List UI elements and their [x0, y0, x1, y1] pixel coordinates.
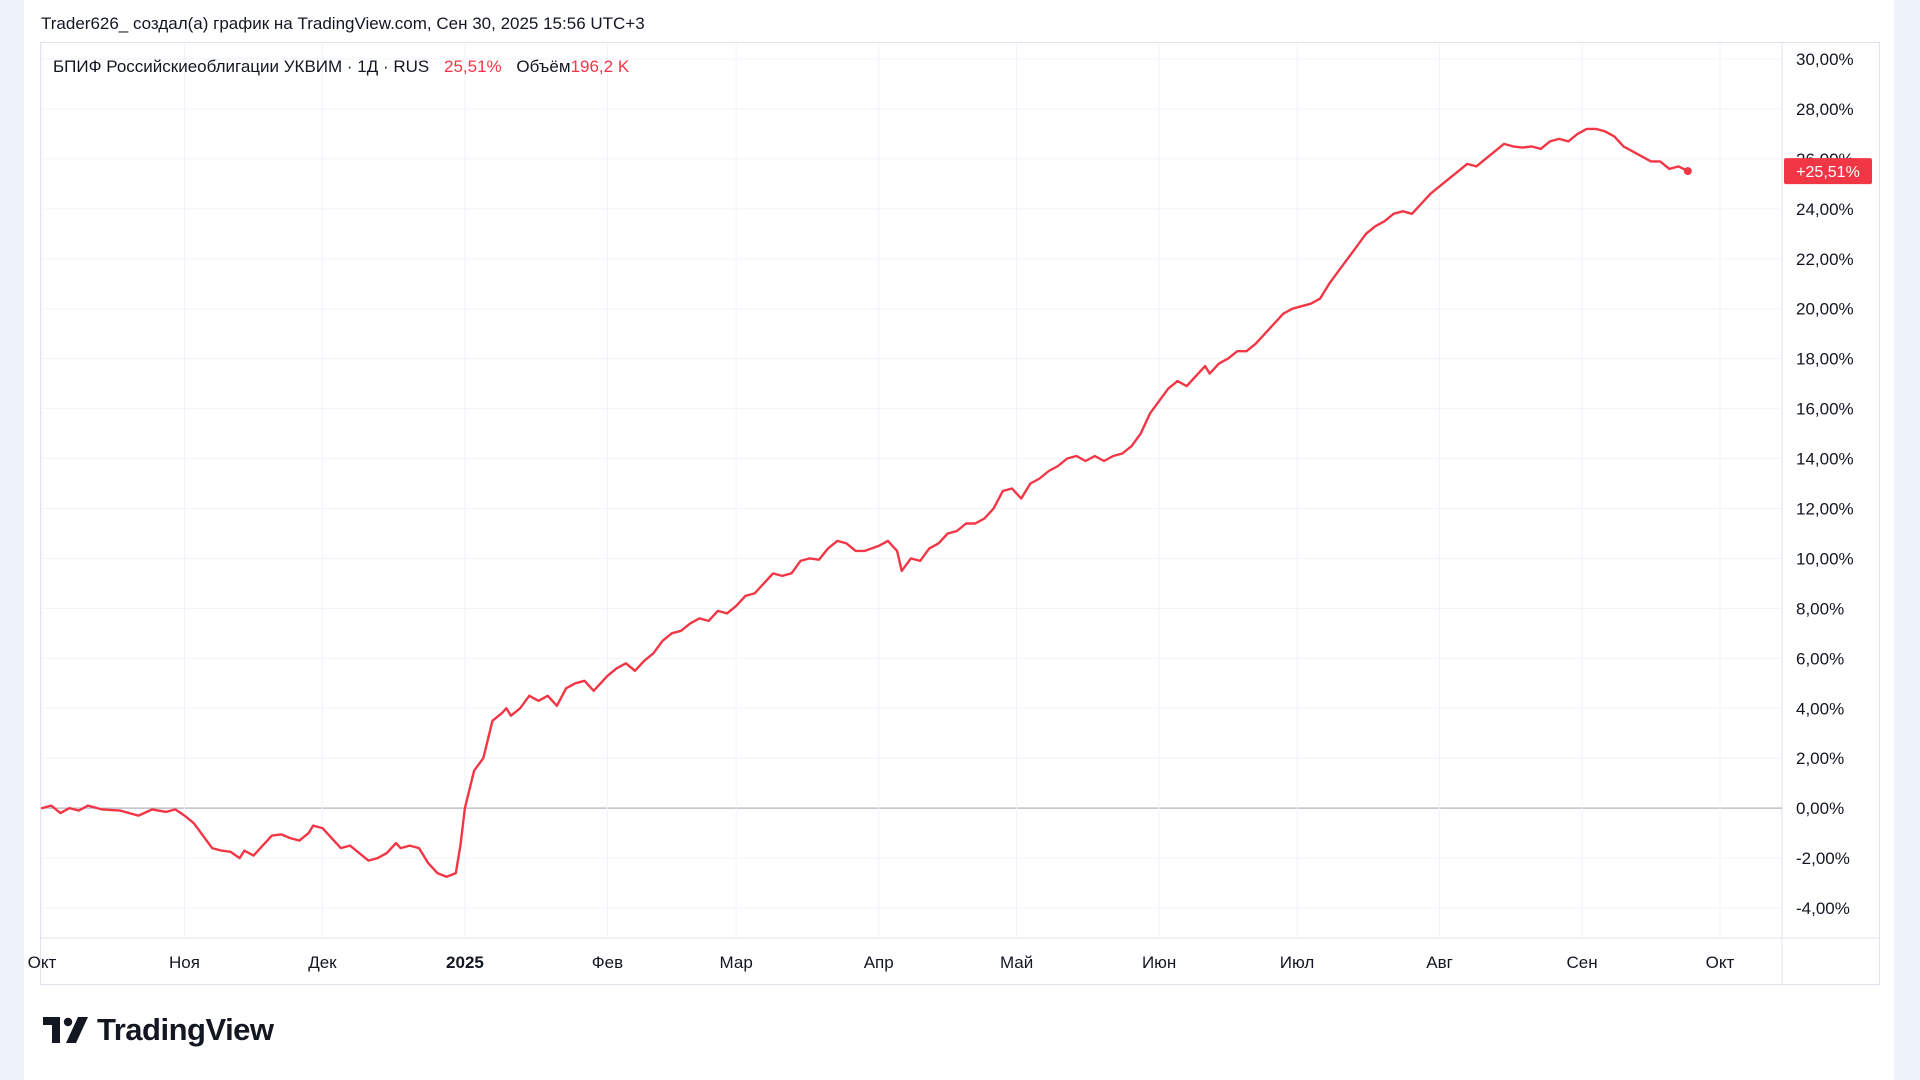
change-value: 25,51%: [443, 57, 502, 76]
series-line: [40, 127, 1689, 878]
x-tick-label: Окт: [28, 953, 57, 972]
tradingview-wordmark: TradingView: [97, 1012, 274, 1047]
y-tick-label: 24,00%: [1796, 200, 1854, 219]
x-tick-label: Апр: [864, 953, 894, 972]
x-tick-label: Окт: [1706, 953, 1735, 972]
last-point-marker: [1683, 167, 1692, 176]
attribution-text: Trader626_ создал(а) график на TradingVi…: [41, 14, 645, 33]
x-tick-label: Ноя: [169, 953, 200, 972]
y-tick-label: 18,00%: [1796, 350, 1854, 369]
y-tick-label: 20,00%: [1796, 300, 1854, 319]
y-tick-label: 10,00%: [1796, 549, 1854, 568]
grid: [40, 42, 1880, 984]
x-tick-label: Июл: [1280, 953, 1315, 972]
y-tick-label: -4,00%: [1796, 899, 1850, 918]
y-tick-label: 2,00%: [1796, 749, 1844, 768]
volume-label: Объём: [516, 57, 571, 76]
chart-panel[interactable]: [40, 42, 1880, 985]
x-tick-label: Май: [1000, 953, 1033, 972]
y-tick-label: 22,00%: [1796, 250, 1854, 269]
y-tick-label: 28,00%: [1796, 100, 1854, 119]
last-value-badge-label: +25,51%: [1796, 164, 1860, 181]
y-tick-label: -2,00%: [1796, 849, 1850, 868]
tradingview-logo-icon: [43, 1017, 88, 1043]
x-tick-label: 2025: [446, 953, 484, 972]
tradingview-logo[interactable]: TradingView: [43, 1012, 274, 1048]
x-tick-label: Июн: [1142, 953, 1176, 972]
time-scale[interactable]: Окт Ноя Дек 2025 Фев Мар Апр Май Июн Июл Авг Сен Окт: [28, 953, 1735, 972]
symbol-legend[interactable]: БПИФ Российскиеоблигации УКВИМ · 1Д · RU…: [53, 57, 629, 77]
x-tick-label: Сен: [1567, 953, 1598, 972]
y-tick-label: 8,00%: [1796, 599, 1844, 618]
volume-value: 196,2 K: [570, 57, 630, 76]
y-tick-label: 12,00%: [1796, 499, 1854, 518]
x-tick-label: Фев: [592, 953, 623, 972]
y-tick-label: 30,00%: [1796, 50, 1854, 69]
y-tick-label: 6,00%: [1796, 649, 1844, 668]
x-tick-label: Авг: [1426, 953, 1453, 972]
last-value-badge: +25,51%: [1784, 158, 1872, 185]
symbol-title[interactable]: БПИФ Российскиеоблигации УКВИМ · 1Д · RU…: [53, 57, 430, 76]
y-tick-label: 16,00%: [1796, 400, 1854, 419]
y-tick-label: 0,00%: [1796, 799, 1844, 818]
y-tick-label: 4,00%: [1796, 699, 1844, 718]
y-tick-label: 14,00%: [1796, 450, 1854, 469]
x-tick-label: Дек: [308, 953, 337, 972]
x-tick-label: Мар: [720, 953, 753, 972]
